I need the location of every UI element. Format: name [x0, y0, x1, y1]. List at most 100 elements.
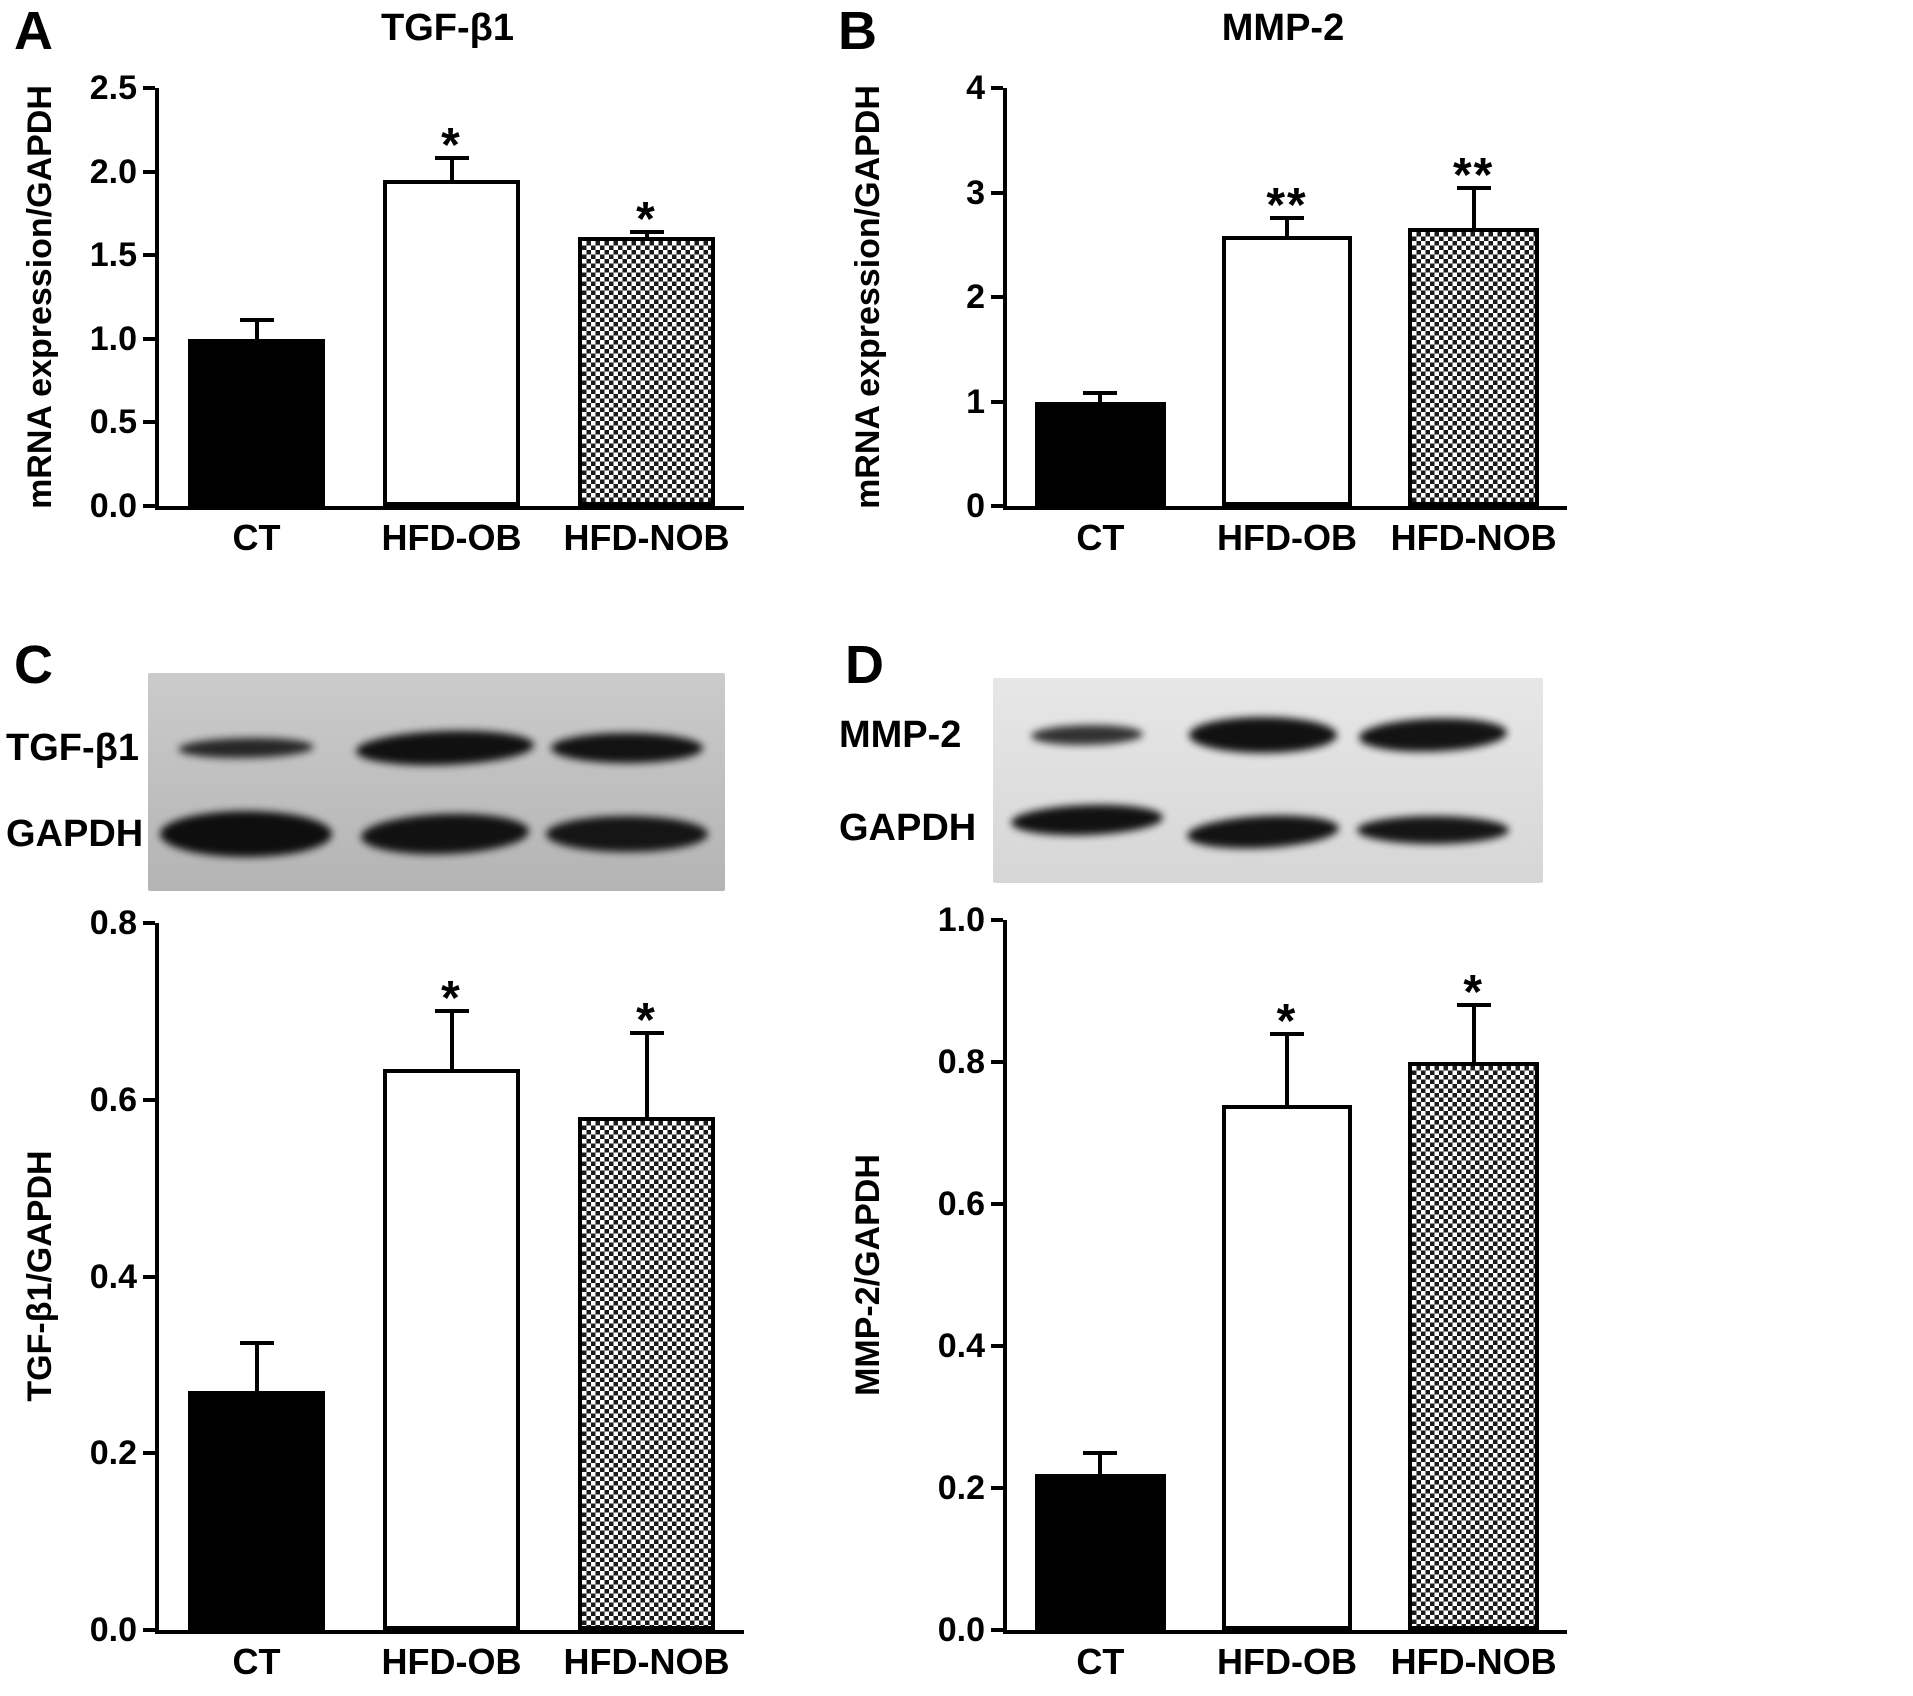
y-axis-tick-label: 4 — [966, 69, 985, 107]
error-bar — [644, 231, 649, 239]
y-axis-tick-label: 1.0 — [89, 319, 137, 358]
significance-marker: * — [1463, 966, 1484, 1020]
y-axis-label: MMP-2/GAPDH — [849, 1154, 887, 1396]
panel-c: C TGF-β1 GAPDH TGF-β1/GAPDH 0.0 0.2 0.4 0.6 0… — [0, 628, 830, 1696]
y-axis-tick-label: 2.0 — [89, 152, 137, 191]
y-axis-label: TGF-β1/GAPDH — [21, 1150, 59, 1402]
panel-d: D MMP-2 GAPDH MMP-2/GAPDH 0.0 0.2 0.4 0.6 0.8… — [833, 628, 1913, 1696]
bar-ct — [188, 1391, 325, 1630]
y-axis-tick — [991, 86, 1003, 90]
error-bar — [449, 1011, 454, 1071]
blot-band — [178, 737, 314, 760]
y-axis-tick — [143, 1451, 155, 1456]
significance-marker: ** — [1452, 149, 1495, 203]
blot-band — [1357, 815, 1509, 844]
x-category-label: CT — [232, 1641, 281, 1682]
y-axis-tick — [143, 253, 155, 258]
blot-band — [1358, 716, 1508, 755]
y-axis-tick-label: 3 — [966, 173, 985, 212]
error-bar — [1098, 1452, 1103, 1476]
error-bar — [1285, 217, 1289, 239]
y-axis-tick-label: 0.0 — [89, 1611, 137, 1649]
blot-row-label: MMP-2 — [839, 714, 962, 757]
x-category-label: HFD-OB — [1217, 517, 1357, 558]
bar-hfd-ob — [1221, 1104, 1353, 1630]
y-axis-tick — [143, 921, 155, 925]
bar-ct — [188, 338, 325, 506]
bar-ct — [1035, 1473, 1166, 1630]
y-axis-tick — [991, 1060, 1003, 1064]
y-axis-tick-label: 0.0 — [937, 1611, 985, 1649]
blot-band — [1010, 801, 1163, 838]
error-bar-cap — [239, 318, 274, 323]
error-bar — [1471, 1005, 1476, 1064]
y-axis-tick — [143, 1097, 155, 1102]
blot-band — [545, 816, 708, 853]
x-category-label: CT — [232, 517, 281, 558]
y-axis-tick-label: 0.8 — [89, 904, 137, 942]
x-category-label: HFD-OB — [1217, 1641, 1357, 1682]
western-blot-mmp2: MMP-2 GAPDH — [833, 628, 1913, 1696]
y-axis-tick — [991, 190, 1003, 195]
significance-marker: * — [636, 192, 657, 246]
error-bar — [449, 158, 454, 182]
chart-title-tgfb1: TGF-β1 — [381, 7, 514, 49]
blot-band — [160, 811, 333, 858]
y-axis-tick-label: 1.5 — [89, 236, 137, 275]
bar-hfd-ob — [383, 179, 520, 506]
bar-hfd-ob — [1221, 236, 1353, 506]
error-bar — [1285, 1033, 1289, 1107]
plot-area: 0.0 0.5 1.0 1.5 2.0 2.5 CT * HFD-OB * HFD-NOB — [90, 71, 744, 556]
y-axis-tick — [143, 1274, 155, 1279]
y-axis-tick-label: 0.0 — [89, 487, 137, 525]
plot-area: 0 1 2 3 4 CT ** HFD-OB ** HFD-NOB — [966, 71, 1567, 556]
y-axis-tick — [991, 1202, 1003, 1206]
y-axis-tick — [143, 336, 155, 341]
error-bar-cap — [1083, 1450, 1118, 1455]
panel-a: A TGF-β1 mRNA expression/GAPDH 0.0 0.5 1.0… — [0, 0, 830, 625]
y-axis-tick-label: 1 — [966, 382, 985, 421]
panel-letter-c: C — [14, 635, 53, 695]
y-axis-tick — [991, 1628, 1003, 1632]
error-bar-cap — [239, 1340, 274, 1345]
y-axis-tick — [991, 504, 1003, 508]
error-bar-cap — [1456, 186, 1491, 191]
error-bar-cap — [434, 156, 469, 161]
error-bar-cap — [1270, 215, 1304, 220]
blot-image — [993, 678, 1543, 883]
y-axis-tick — [991, 295, 1003, 299]
x-category-label: CT — [1076, 517, 1125, 558]
blot-band — [360, 811, 530, 858]
significance-marker: ** — [1266, 178, 1308, 232]
plot-area: 0.0 0.2 0.4 0.6 0.8 1.0 CT * HFD-OB * HFD-NOB — [938, 903, 1567, 1680]
bar-hfd-ob — [383, 1068, 520, 1630]
blot-band — [1185, 811, 1340, 852]
significance-marker: * — [1276, 994, 1298, 1048]
bar-hfd-nob — [1408, 1062, 1539, 1630]
error-bar-cap — [434, 1009, 469, 1014]
y-axis-label: mRNA expression/GAPDH — [21, 85, 59, 509]
error-bar — [1471, 188, 1476, 231]
error-bar-cap — [1456, 1003, 1491, 1008]
blot-row-label: TGF-β1 — [6, 727, 139, 770]
blot-row-label: GAPDH — [6, 813, 144, 856]
y-axis-tick-label: 0.2 — [89, 1434, 137, 1473]
y-axis-tick-label: 0.4 — [937, 1327, 985, 1365]
blot-band — [550, 733, 703, 764]
y-axis-label: mRNA expression/GAPDH — [849, 85, 887, 509]
x-category-label: HFD-OB — [381, 517, 522, 558]
x-category-label: CT — [1076, 1641, 1125, 1682]
x-category-label: HFD-NOB — [1390, 1641, 1557, 1682]
y-axis-tick-label: 0.4 — [89, 1257, 137, 1296]
bar-hfd-nob — [578, 1117, 715, 1630]
y-axis-tick — [143, 504, 155, 508]
y-axis-tick-label: 0.2 — [937, 1469, 985, 1507]
significance-marker: * — [441, 119, 462, 173]
panel-letter-a: A — [14, 1, 53, 61]
y-axis-tick-label: 0 — [966, 487, 985, 525]
error-bar — [254, 1342, 259, 1394]
western-blot-tgfb1: TGF-β1 GAPDH — [0, 628, 830, 1696]
y-axis-tick-label: 0.5 — [89, 403, 137, 442]
x-category-label: HFD-NOB — [563, 517, 730, 558]
